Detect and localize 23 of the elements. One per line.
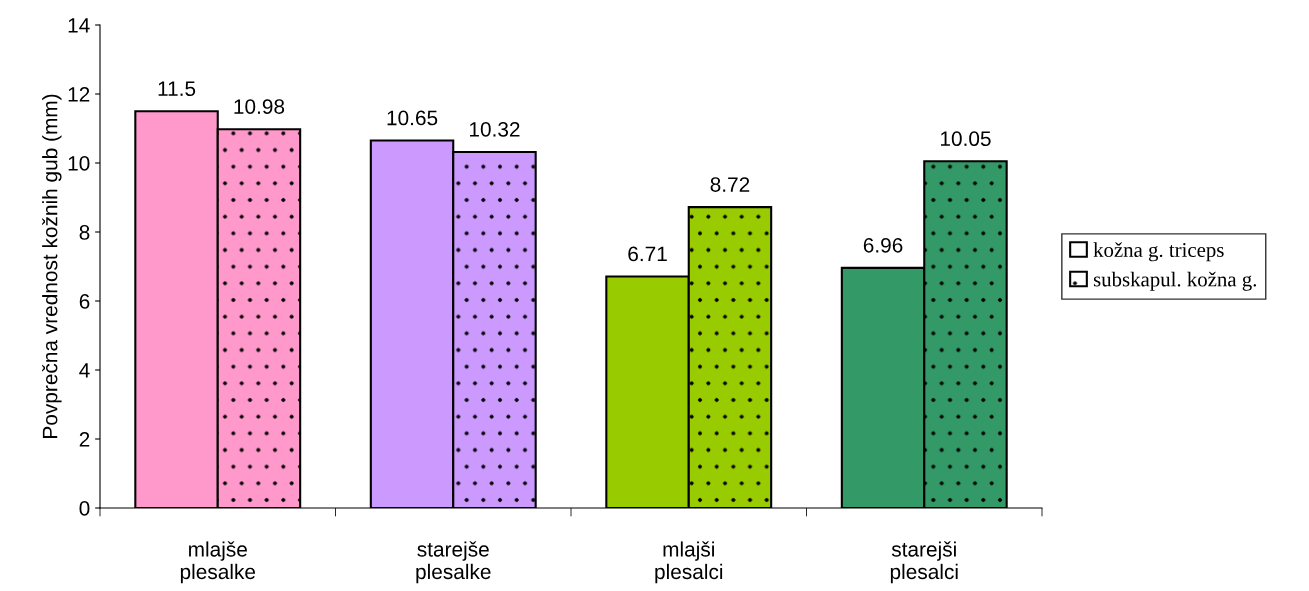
legend-label: kožna g. triceps bbox=[1093, 242, 1224, 262]
x-tick-label: mlajše plesalke bbox=[180, 541, 256, 584]
data-label: 10.65 bbox=[387, 110, 438, 126]
data-label: 6.96 bbox=[863, 237, 903, 253]
y-tick-label: 2 bbox=[79, 432, 90, 447]
y-tick-label: 8 bbox=[79, 225, 90, 240]
data-label: 10.32 bbox=[469, 121, 520, 137]
x-tick-label: starejši plesalci bbox=[890, 541, 958, 584]
y-tick-label: 10 bbox=[68, 156, 90, 171]
text: subskapul. kožna g. bbox=[1093, 271, 1257, 291]
data-label: 8.72 bbox=[710, 177, 750, 192]
y-tick-label: 14 bbox=[68, 18, 90, 33]
y-tick-label: 0 bbox=[79, 501, 90, 516]
data-label: 10.98 bbox=[234, 99, 285, 114]
y-axis-title: Povprečna vrednost kožnih gub (mm) bbox=[42, 94, 62, 438]
y-tick-label: 4 bbox=[79, 363, 90, 378]
data-label: 6.71 bbox=[628, 246, 667, 262]
y-tick-label: 12 bbox=[68, 87, 90, 102]
data-label: 10.05 bbox=[940, 131, 991, 147]
data-label: 11.5 bbox=[158, 81, 196, 97]
x-tick-label: starejše plesalke bbox=[416, 541, 491, 584]
x-tick-label: mlajši plesalci bbox=[655, 541, 723, 584]
y-tick-label: 6 bbox=[79, 294, 90, 309]
